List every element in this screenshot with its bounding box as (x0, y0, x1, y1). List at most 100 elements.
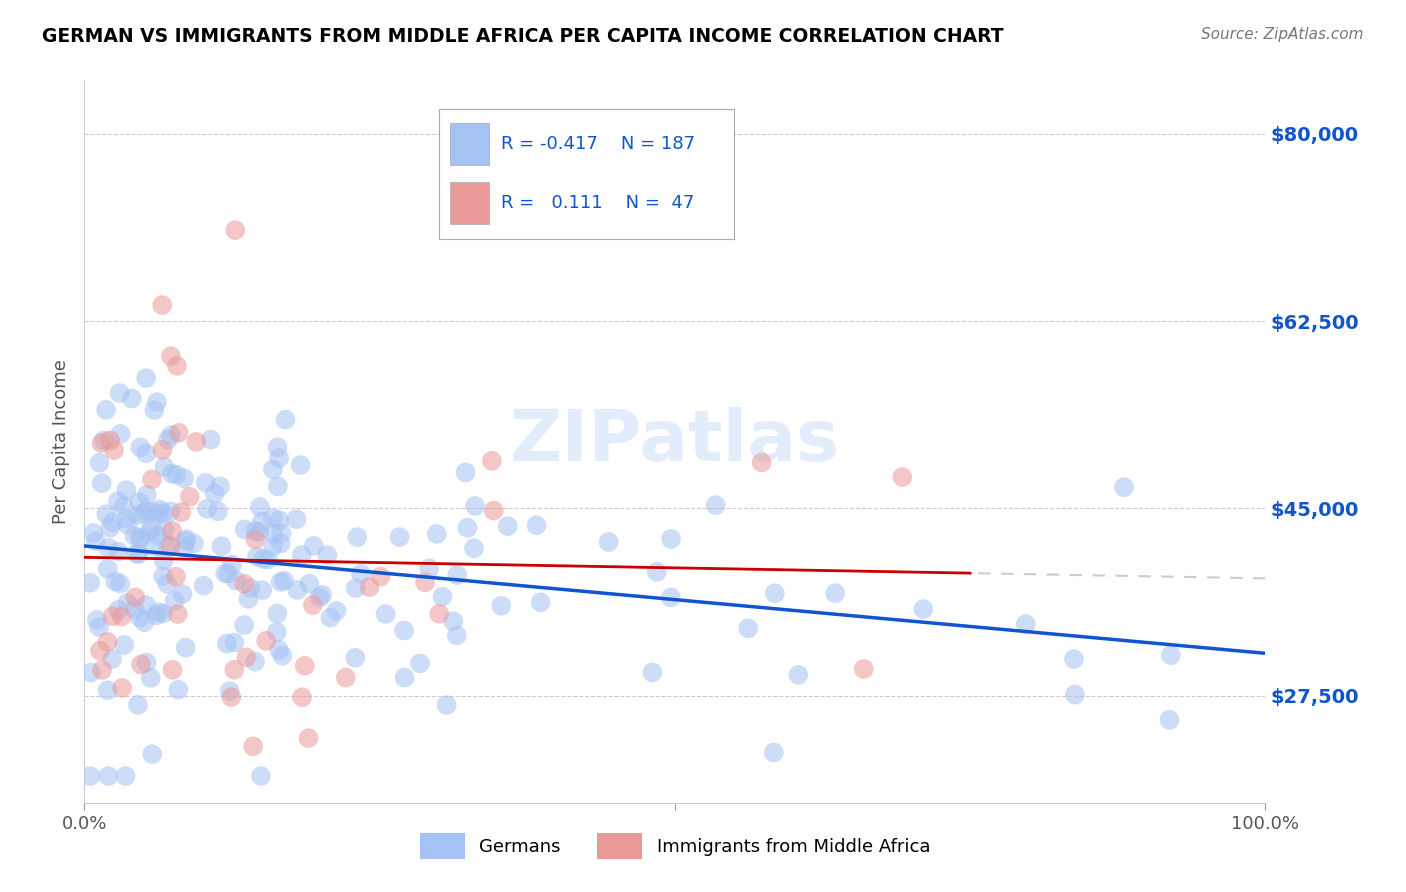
Point (418, 561, 440, 575)
Point (101, 516, 124, 530)
Point (290, 458, 312, 472)
Point (104, 574, 127, 589)
Point (233, 522, 256, 536)
Point (112, 499, 135, 513)
Point (350, 566, 373, 581)
Point (146, 529, 169, 543)
Point (167, 682, 190, 697)
Point (89, 643, 111, 657)
Point (129, 610, 152, 624)
Point (135, 504, 157, 518)
Point (238, 591, 260, 606)
Point (215, 636, 238, 650)
Point (316, 548, 339, 562)
Point (139, 524, 162, 539)
Point (152, 442, 174, 457)
Point (245, 524, 267, 538)
Point (432, 590, 454, 604)
Point (659, 532, 682, 546)
Point (156, 540, 179, 554)
Point (139, 671, 162, 685)
Point (101, 652, 124, 666)
Point (1063, 652, 1085, 666)
Point (183, 536, 205, 550)
Point (370, 569, 392, 583)
Point (294, 658, 316, 673)
Point (129, 657, 152, 672)
Point (112, 638, 135, 652)
Point (129, 531, 152, 545)
Point (124, 591, 146, 605)
Point (98, 434, 121, 448)
Point (135, 446, 157, 460)
Point (124, 602, 146, 616)
Point (249, 500, 271, 514)
Point (291, 548, 314, 562)
Point (344, 650, 367, 665)
Point (263, 527, 285, 541)
Point (763, 586, 786, 600)
Text: GERMAN VS IMMIGRANTS FROM MIDDLE AFRICA PER CAPITA INCOME CORRELATION CHART: GERMAN VS IMMIGRANTS FROM MIDDLE AFRICA … (42, 27, 1004, 45)
Point (912, 602, 935, 616)
Point (128, 532, 150, 546)
Point (148, 605, 170, 619)
Point (1112, 480, 1135, 494)
Point (1015, 617, 1038, 632)
Point (117, 517, 139, 532)
Point (239, 581, 262, 595)
Point (394, 671, 416, 685)
Point (141, 747, 163, 762)
Point (124, 529, 146, 543)
Point (224, 663, 246, 677)
Point (97, 769, 120, 783)
Point (174, 640, 197, 655)
Point (86, 613, 108, 627)
Point (173, 471, 195, 485)
Point (111, 681, 134, 695)
Point (530, 595, 553, 609)
Point (135, 488, 157, 502)
Point (262, 540, 284, 554)
Point (115, 483, 138, 497)
Point (252, 552, 274, 566)
Point (266, 625, 288, 640)
Point (659, 591, 682, 605)
Point (491, 599, 513, 613)
Point (146, 395, 169, 409)
Point (174, 534, 197, 549)
Point (787, 668, 810, 682)
Point (1160, 648, 1182, 662)
Point (298, 576, 321, 591)
Point (219, 690, 242, 705)
Point (121, 392, 143, 406)
Point (114, 512, 136, 526)
Point (160, 467, 183, 481)
Point (751, 455, 773, 469)
Text: Source: ZipAtlas.com: Source: ZipAtlas.com (1201, 27, 1364, 42)
Point (243, 655, 266, 669)
Point (233, 618, 256, 632)
Point (297, 731, 319, 745)
Point (225, 574, 247, 588)
Point (132, 506, 155, 520)
Point (704, 498, 727, 512)
Point (145, 608, 167, 623)
Point (159, 539, 181, 553)
Point (266, 607, 288, 621)
Point (481, 454, 503, 468)
Point (463, 541, 485, 556)
Point (446, 568, 468, 582)
Point (157, 433, 180, 447)
Point (142, 539, 165, 553)
Point (233, 576, 256, 591)
Point (454, 466, 477, 480)
Point (163, 593, 186, 607)
Point (344, 581, 367, 595)
Point (110, 426, 132, 441)
Point (762, 746, 785, 760)
Point (1159, 713, 1181, 727)
Point (152, 607, 174, 621)
Point (166, 359, 188, 373)
Point (153, 460, 176, 475)
Point (214, 566, 236, 581)
